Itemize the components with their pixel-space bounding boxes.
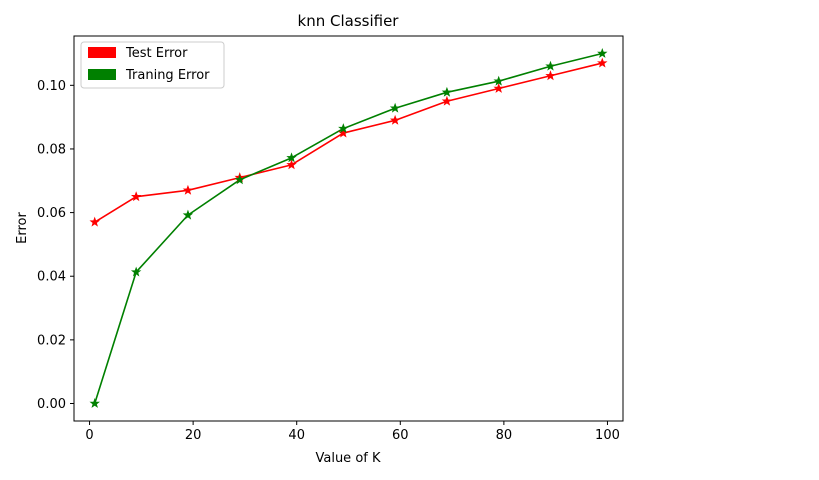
y-tick-label: 0.00 <box>37 397 66 412</box>
series-line-1 <box>93 52 603 404</box>
data-point <box>286 152 297 163</box>
legend-swatch-test-error <box>88 47 116 58</box>
y-tick-label: 0.06 <box>37 206 66 221</box>
data-point <box>493 75 504 86</box>
legend-box <box>80 41 225 89</box>
data-point <box>89 216 100 227</box>
data-point <box>389 102 401 113</box>
data-point <box>389 114 401 125</box>
data-point <box>545 60 556 71</box>
x-tick-label: 20 <box>185 428 202 443</box>
data-point <box>338 123 349 134</box>
legend-swatch-training-error <box>88 69 116 80</box>
series-markers <box>89 48 608 408</box>
axis-ticks: 0 20 40 60 80 100 0.00 0.02 0.04 0.06 0.08 0.10 <box>37 79 620 443</box>
y-axis-label: Error <box>15 212 30 244</box>
chart-title: knn Classifier <box>298 12 400 30</box>
x-axis-label: Value of K <box>315 451 380 466</box>
y-tick-label: 0.04 <box>37 270 66 285</box>
data-point <box>89 398 100 408</box>
x-tick-label: 40 <box>288 428 305 443</box>
data-point <box>493 83 504 93</box>
data-point <box>338 127 349 138</box>
y-tick-label: 0.02 <box>37 333 66 348</box>
data-point <box>441 86 453 97</box>
y-tick-label: 0.10 <box>37 79 66 94</box>
x-tick-label: 80 <box>496 428 513 443</box>
legend: Test Error Traning Error <box>80 41 225 89</box>
data-point <box>182 184 194 195</box>
data-point <box>182 209 194 220</box>
data-point <box>597 48 608 58</box>
legend-label-test-error: Test Error <box>125 46 188 61</box>
series-lines <box>93 52 603 404</box>
data-point <box>597 57 608 68</box>
x-tick-label: 60 <box>392 428 409 443</box>
legend-label-training-error: Traning Error <box>125 68 210 83</box>
data-point <box>234 174 245 185</box>
y-tick-label: 0.08 <box>37 142 66 157</box>
data-point <box>130 191 142 202</box>
x-tick-label: 0 <box>85 428 93 443</box>
data-point <box>286 159 297 170</box>
x-tick-label: 100 <box>595 428 620 443</box>
plot-frame <box>73 35 624 422</box>
data-point <box>441 95 453 106</box>
data-point <box>545 70 556 81</box>
data-point <box>130 266 142 277</box>
